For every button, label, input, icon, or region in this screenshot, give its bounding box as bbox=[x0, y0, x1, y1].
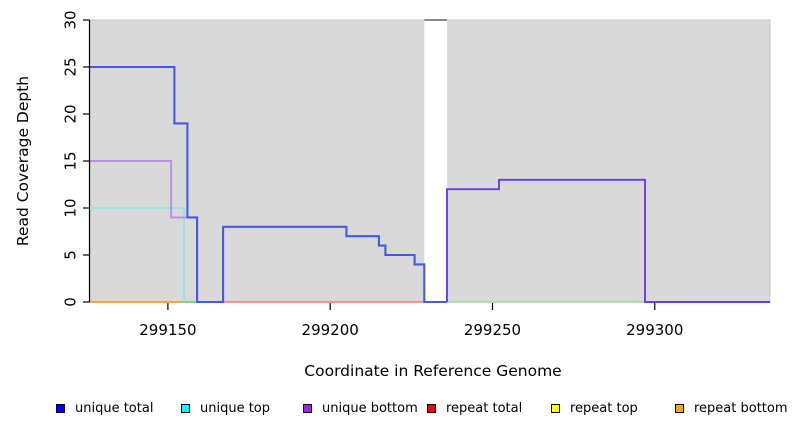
axes: 0 5 10 15 20 25 30 299150 299200 299250 299300 bbox=[61, 10, 683, 339]
legend-label: unique top bbox=[200, 401, 271, 416]
legend-item-repeat-total: repeat total bbox=[427, 401, 522, 416]
x-tick-label: 299150 bbox=[139, 321, 196, 339]
series-lines bbox=[90, 65, 770, 304]
legend-label: repeat top bbox=[570, 401, 638, 416]
legend: unique total unique top unique bottom repea… bbox=[0, 398, 792, 424]
legend-label: unique total bbox=[75, 401, 154, 416]
y-tick-label: 0 bbox=[61, 297, 79, 307]
no-data-gap bbox=[424, 19, 448, 301]
legend-swatch-icon bbox=[675, 404, 684, 413]
legend-item-repeat-bottom: repeat bottom bbox=[675, 401, 788, 416]
y-tick-label: 5 bbox=[61, 250, 79, 260]
legend-swatch-icon bbox=[181, 404, 190, 413]
legend-label: unique bottom bbox=[322, 401, 418, 416]
x-tick-label: 299300 bbox=[626, 321, 683, 339]
coverage-plot: 0 5 10 15 20 25 30 299150 299200 299250 299300 Coo… bbox=[14, 10, 771, 380]
legend-item-unique-bottom: unique bottom bbox=[303, 401, 418, 416]
y-tick-label: 10 bbox=[61, 198, 79, 217]
x-axis-title: Coordinate in Reference Genome bbox=[304, 362, 561, 380]
series-unique-top bbox=[90, 207, 185, 302]
y-axis-title: Read Coverage Depth bbox=[14, 76, 32, 246]
plot-panel bbox=[89, 19, 771, 303]
legend-item-unique-total: unique total bbox=[56, 401, 153, 416]
x-tick-label: 299200 bbox=[302, 321, 359, 339]
legend-label: repeat total bbox=[446, 401, 523, 416]
legend-swatch-icon bbox=[303, 404, 312, 413]
x-tick-label: 299250 bbox=[464, 321, 521, 339]
legend-item-repeat-top: repeat top bbox=[551, 401, 638, 416]
y-tick-label: 30 bbox=[61, 10, 79, 29]
legend-swatch-icon bbox=[56, 404, 65, 413]
y-tick-label: 20 bbox=[61, 104, 79, 123]
legend-label: repeat bottom bbox=[694, 401, 788, 416]
series-unique-bottom bbox=[446, 178, 770, 303]
legend-swatch-icon bbox=[427, 404, 436, 413]
y-tick-label: 15 bbox=[61, 151, 79, 170]
legend-swatch-icon bbox=[551, 404, 560, 413]
legend-item-unique-top: unique top bbox=[181, 401, 270, 416]
y-tick-label: 25 bbox=[61, 57, 79, 76]
series-unique-total bbox=[90, 65, 447, 304]
